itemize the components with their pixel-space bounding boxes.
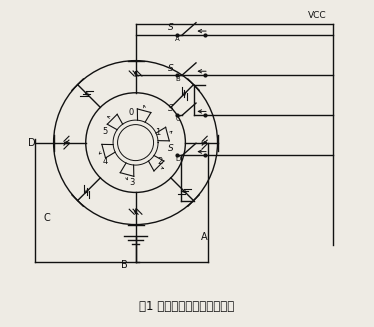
- Text: D: D: [175, 156, 181, 162]
- Text: 1: 1: [156, 129, 161, 137]
- Text: B: B: [175, 76, 180, 82]
- Text: C: C: [44, 213, 50, 223]
- Text: C: C: [175, 116, 180, 122]
- Text: 0: 0: [128, 108, 134, 116]
- Text: 2: 2: [157, 157, 162, 166]
- Text: 5: 5: [102, 127, 108, 136]
- Text: $S$: $S$: [167, 142, 174, 153]
- Text: $S$: $S$: [167, 21, 174, 32]
- Text: 4: 4: [102, 157, 108, 166]
- Text: 3: 3: [130, 178, 135, 187]
- Text: $S$: $S$: [167, 102, 174, 113]
- Text: A: A: [201, 232, 208, 242]
- Text: 图1 四相步进电机步进示意图: 图1 四相步进电机步进示意图: [140, 300, 234, 313]
- Text: B: B: [121, 260, 128, 270]
- Text: $S$: $S$: [167, 61, 174, 73]
- Text: D: D: [28, 138, 36, 147]
- Text: A: A: [175, 36, 180, 42]
- Text: VCC: VCC: [307, 11, 326, 21]
